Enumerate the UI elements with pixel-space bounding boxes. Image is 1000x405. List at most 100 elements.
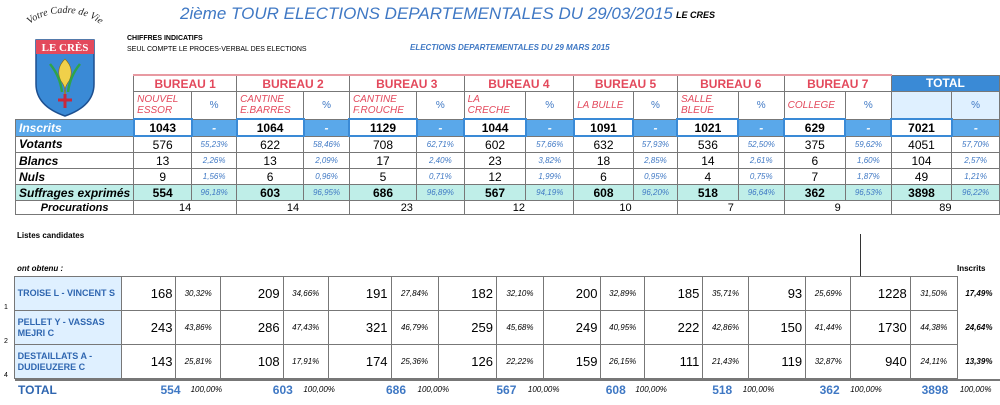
total-votes: 554 [125,379,184,398]
total-pct: 100,00% [951,379,1000,398]
suffrages-value: 686 [348,184,418,201]
votants-pct: 59,62% [844,135,892,153]
suffrages-pct: 96,53% [844,184,892,201]
votants-value: 576 [133,135,193,153]
candidate-pct: 27,84% [390,276,439,311]
bureau-place: COLLEGE [783,91,846,120]
bureau-5-header: BUREAU 5 [573,74,678,92]
suffrages-row: Suffrages exprimés 554 96,18% 603 96,95% 6… [14,184,1000,201]
bureau-place: LA BULLE [573,91,634,120]
blancs-value: 14 [676,152,739,169]
procurations-row: Procurations 14 14 23 12 10 7 9 89 [14,200,1000,215]
candidate-index: 1 [4,303,8,311]
pct-header: % [737,91,785,120]
procurations-value: 7 [676,200,785,215]
nuls-total: 49 [890,168,953,185]
candidate-votes: 209 [219,276,284,311]
inscrits-pct-header: Inscrits [957,264,986,273]
inscrits-total: 7021 [890,118,953,137]
bureau-header-row: BUREAU 1 BUREAU 2 BUREAU 3 BUREAU 4 BURE… [16,74,1000,92]
inscrits-value: 629 [783,118,847,137]
bureau-place-row: NOUVEL ESSOR% CANTINE E.BARRES% CANTINE … [16,91,1000,120]
votants-total: 4051 [890,135,953,153]
candidate-pct: 40,95% [600,310,645,345]
total-row-label: TOTAL [15,379,126,398]
candidate-votes: 249 [542,310,602,345]
candidate-pct: 42,86% [702,310,749,345]
suffrages-pct: 96,95% [303,184,350,201]
candidate-pct: 41,44% [805,310,852,345]
candidate-name: TROISE L - VINCENT S [13,276,122,311]
total-row: TOTAL 554 100,00% 603 100,00% 686 100,00% 5… [15,379,1000,398]
suffrages-pct: 96,64% [737,184,785,201]
logo-name: LE CRÈS [42,42,89,54]
blancs-pct: 1,60% [844,152,892,169]
pct-header: % [844,91,892,120]
results-summary-table: BUREAU 1 BUREAU 2 BUREAU 3 BUREAU 4 BURE… [14,74,1000,215]
suffrages-value: 554 [133,184,193,201]
candidate-pct: 35,71% [702,276,749,311]
nuls-label: Nuls [14,168,135,185]
candidate-votes: 159 [542,344,602,379]
nuls-pct: 0,95% [632,168,678,185]
total-votes: 567 [457,379,520,398]
votants-pct: 62,71% [416,135,465,153]
nuls-value: 4 [676,168,739,185]
candidate-pct: 25,69% [805,276,852,311]
nuls-value: 12 [463,168,527,185]
nuls-value: 9 [133,168,193,185]
blancs-pct: 2,85% [632,152,678,169]
note-indicative: CHIFFRES INDICATIFS [127,35,203,42]
candidate-pct: 32,10% [495,276,544,311]
bureau-4-header: BUREAU 4 [463,74,575,92]
suffrages-value: 603 [236,184,305,201]
procurations-value: 14 [133,200,238,215]
candidate-pct: 34,66% [282,276,329,311]
inscrits-value: 1043 [132,118,193,137]
candidate-name: PELLET Y - VASSAS MEJRI C [13,310,122,345]
votants-pct: 57,70% [951,135,1000,153]
candidate-pct: 30,32% [175,276,221,311]
votants-label: Votants [14,135,135,153]
blancs-value: 23 [463,152,527,169]
votants-pct: 57,66% [525,135,575,153]
nuls-pct: 1,99% [525,168,575,185]
inscrits-value: 1129 [348,118,418,137]
total-pct: 100,00% [628,379,674,398]
town-label: LE CRES [676,10,716,20]
grand-total-votes: 3898 [889,379,952,398]
nuls-pct: 0,71% [416,168,465,185]
candidate-total-pct: 24,11% [909,344,958,379]
total-pct: 100,00% [295,379,343,398]
total-votes: 608 [567,379,629,398]
nuls-row: Nuls 9 1,56% 6 0,96% 5 0,71% 12 1,99% 6 0,95%… [14,168,1000,185]
bureau-2-header: BUREAU 2 [236,74,350,92]
pct-header: % [632,91,678,120]
candidate-votes: 243 [120,310,177,345]
total-votes: 518 [673,379,736,398]
candidate-votes: 93 [747,276,807,311]
candidate-votes: 182 [437,276,497,311]
candidate-votes: 119 [747,344,807,379]
pct-header: % [191,91,238,120]
blancs-pct: 3,82% [525,152,575,169]
candidate-votes: 259 [437,310,497,345]
procurations-value: 14 [236,200,350,215]
candidate-inscrits-pct: 13,39% [965,357,993,366]
votants-value: 602 [463,135,527,153]
candidate-pct: 47,43% [282,310,329,345]
candidate-pct: 25,36% [390,344,439,379]
note-proces-verbal: SEUL COMPTE LE PROCES-VERBAL DES ELECTIO… [127,46,307,53]
suffrages-label: Suffrages exprimés [14,184,135,201]
total-header: TOTAL [890,74,1000,92]
candidate-inscrits-pct: 24,64% [965,323,993,332]
candidate-total: 1228 [850,276,911,311]
candidate-total-pct: 31,50% [909,276,958,311]
blancs-pct: 2,26% [191,152,238,169]
candidate-index: 2 [4,337,8,345]
candidate-index: 4 [4,371,8,379]
total-votes: 362 [781,379,843,398]
procurations-value: 12 [463,200,575,215]
town-logo: Votre Cadre de Vie LE CRÈS [25,5,106,117]
inscrits-value: 1064 [235,118,305,137]
